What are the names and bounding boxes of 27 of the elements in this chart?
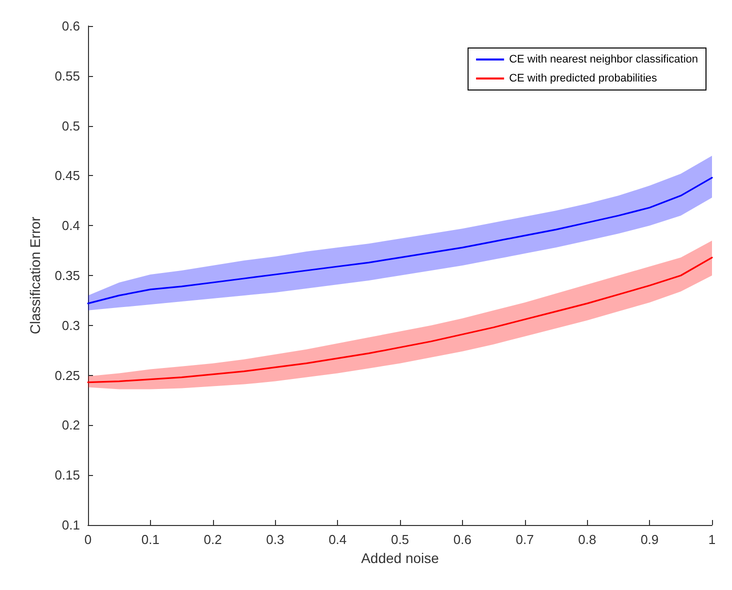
y-tick-label: 0.3 <box>62 318 80 333</box>
x-axis-title: Added noise <box>361 550 440 566</box>
x-tick-label: 0.7 <box>516 532 534 547</box>
y-tick-label: 0.55 <box>54 68 80 84</box>
y-axis-title: Classification Error <box>27 216 43 334</box>
y-tick-label: 0.1 <box>62 518 80 532</box>
x-tick-label: 0.4 <box>328 532 347 547</box>
y-tick-label: 0.35 <box>54 268 80 283</box>
y-tick-label: 0.25 <box>54 368 80 383</box>
legend-label: CE with predicted probabilities <box>509 72 658 84</box>
legend-label: CE with nearest neighbor classification <box>509 54 698 66</box>
y-tick-label: 0.15 <box>54 468 80 483</box>
y-tick-label: 0.6 <box>62 18 80 34</box>
x-tick-label: 0.9 <box>640 532 659 547</box>
x-tick-label: 0.1 <box>141 532 160 547</box>
x-tick-label: 0.3 <box>266 532 284 547</box>
y-tick-label: 0.5 <box>62 118 80 134</box>
y-tick-label: 0.4 <box>62 218 80 234</box>
x-tick-label: 0 <box>84 532 92 547</box>
x-tick-label: 1 <box>708 532 716 547</box>
x-tick-label: 0.5 <box>390 532 410 547</box>
x-tick-label: 0.2 <box>204 532 222 547</box>
x-tick-label: 0.6 <box>453 532 472 547</box>
x-tick-label: 0.8 <box>578 532 596 547</box>
y-tick-label: 0.45 <box>54 168 80 184</box>
line-series <box>87 176 713 304</box>
y-tick-label: 0.2 <box>62 418 80 433</box>
